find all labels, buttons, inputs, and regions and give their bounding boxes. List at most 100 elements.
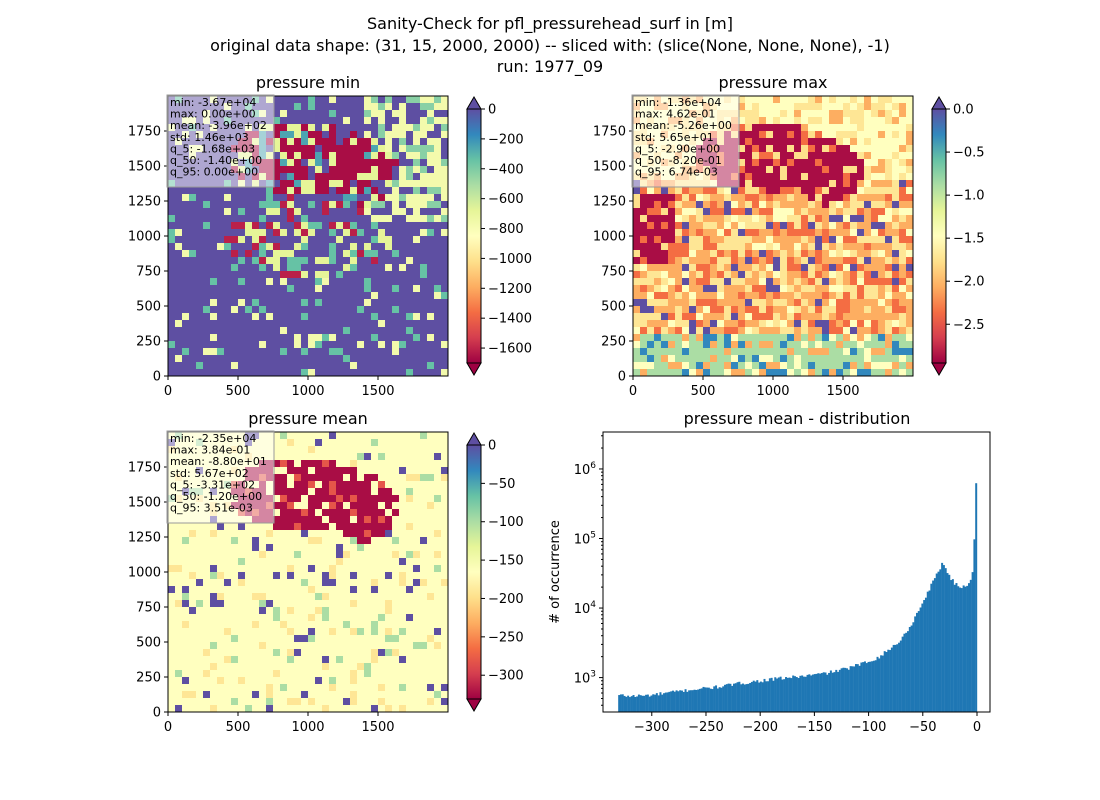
colorbar-gradient bbox=[931, 108, 947, 364]
heat-cell bbox=[294, 334, 302, 342]
heat-cell bbox=[710, 341, 718, 349]
heat-cell bbox=[252, 194, 260, 202]
heat-cell bbox=[182, 698, 190, 706]
heat-cell bbox=[315, 572, 323, 580]
heat-cell bbox=[773, 124, 781, 132]
heat-cell bbox=[357, 299, 365, 307]
colorbar-extend-top bbox=[931, 96, 947, 110]
heat-cell bbox=[857, 131, 865, 139]
heat-cell bbox=[273, 257, 281, 265]
heat-cell bbox=[420, 299, 428, 307]
heat-cell bbox=[892, 250, 900, 258]
histogram-bar bbox=[632, 695, 635, 712]
heat-cell bbox=[385, 306, 393, 314]
heat-cell bbox=[864, 166, 872, 174]
heat-cell bbox=[427, 243, 435, 251]
heat-cell bbox=[703, 362, 711, 370]
heat-cell bbox=[385, 537, 393, 545]
heat-cell bbox=[301, 684, 309, 692]
heat-cell bbox=[280, 334, 288, 342]
heat-cell bbox=[878, 131, 886, 139]
heat-cell bbox=[385, 579, 393, 587]
heat-cell bbox=[794, 362, 802, 370]
heat-cell bbox=[836, 243, 844, 251]
heat-cell bbox=[850, 145, 858, 153]
heat-cell bbox=[843, 285, 851, 293]
heat-cell bbox=[878, 180, 886, 188]
heat-cell bbox=[759, 201, 767, 209]
heat-cell bbox=[434, 677, 442, 685]
heat-cell bbox=[224, 257, 232, 265]
heat-cell bbox=[357, 509, 365, 517]
heat-cell bbox=[766, 362, 774, 370]
heat-cell bbox=[399, 460, 407, 468]
heat-cell bbox=[406, 663, 414, 671]
heat-cell bbox=[322, 320, 330, 328]
heat-cell bbox=[731, 292, 739, 300]
heat-cell bbox=[787, 257, 795, 265]
heat-cell bbox=[371, 551, 379, 559]
heat-cell bbox=[780, 124, 788, 132]
heat-cell bbox=[203, 306, 211, 314]
heat-cell bbox=[357, 229, 365, 237]
heat-cell bbox=[175, 313, 183, 321]
heat-cell bbox=[885, 320, 893, 328]
heat-cell bbox=[759, 355, 767, 363]
heat-cell bbox=[224, 292, 232, 300]
heat-cell bbox=[273, 194, 281, 202]
heat-cell bbox=[815, 208, 823, 216]
heat-cell bbox=[399, 488, 407, 496]
heat-cell bbox=[413, 208, 421, 216]
heat-cell bbox=[322, 243, 330, 251]
heat-cell bbox=[773, 236, 781, 244]
heat-cell bbox=[364, 586, 372, 594]
heat-cell bbox=[203, 299, 211, 307]
heat-cell bbox=[182, 684, 190, 692]
y-tick-label: 250 bbox=[601, 335, 626, 350]
heat-cell bbox=[829, 173, 837, 181]
heat-cell bbox=[287, 698, 295, 706]
heat-cell bbox=[266, 614, 274, 622]
heat-cell bbox=[420, 257, 428, 265]
heat-cell bbox=[259, 194, 267, 202]
heat-cell bbox=[231, 642, 239, 650]
heat-cell bbox=[343, 271, 351, 279]
heat-cell bbox=[378, 222, 386, 230]
heat-cell bbox=[315, 530, 323, 538]
heat-cell bbox=[633, 215, 641, 223]
heat-cell bbox=[315, 453, 323, 461]
heat-cell bbox=[294, 348, 302, 356]
heat-cell bbox=[752, 299, 760, 307]
heat-cell bbox=[329, 194, 337, 202]
heat-cell bbox=[385, 642, 393, 650]
heat-cell bbox=[392, 621, 400, 629]
heat-cell bbox=[441, 103, 448, 111]
heat-cell bbox=[287, 201, 295, 209]
heat-cell bbox=[175, 684, 183, 692]
heat-cell bbox=[682, 299, 690, 307]
heat-cell bbox=[301, 467, 309, 475]
heat-cell bbox=[336, 362, 344, 370]
heat-cell bbox=[406, 705, 414, 712]
heat-cell bbox=[780, 236, 788, 244]
heat-cell bbox=[794, 194, 802, 202]
heat-cell bbox=[808, 320, 816, 328]
heat-cell bbox=[364, 96, 372, 104]
heat-cell bbox=[385, 509, 393, 517]
heat-cell bbox=[885, 152, 893, 160]
heat-cell bbox=[350, 698, 358, 706]
heat-cell bbox=[675, 299, 683, 307]
heat-cell bbox=[420, 138, 428, 146]
heat-cell bbox=[385, 271, 393, 279]
heat-cell bbox=[420, 530, 428, 538]
heat-cell bbox=[745, 215, 753, 223]
heat-cell bbox=[906, 285, 913, 293]
heat-cell bbox=[406, 677, 414, 685]
heat-cell bbox=[385, 222, 393, 230]
heat-cell bbox=[252, 299, 260, 307]
heat-cell bbox=[427, 208, 435, 216]
heat-cell bbox=[168, 285, 176, 293]
heat-cell bbox=[689, 369, 697, 376]
heat-cell bbox=[406, 180, 414, 188]
colorbar-tick-label: −400 bbox=[488, 162, 524, 177]
